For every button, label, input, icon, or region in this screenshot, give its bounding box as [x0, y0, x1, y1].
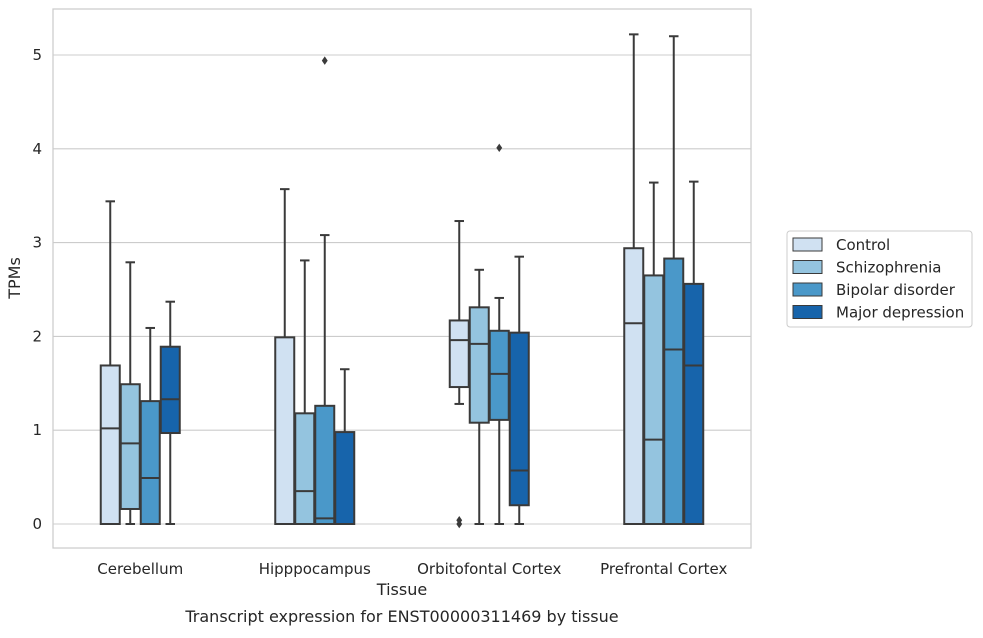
x-tick-label: Orbitofontal Cortex	[417, 560, 561, 578]
box	[159, 345, 181, 435]
box-group	[488, 143, 510, 525]
y-tick-label: 4	[32, 140, 42, 158]
legend-label: Control	[836, 236, 890, 254]
y-tick-label: 1	[32, 421, 42, 439]
x-tick-label: Hipppocampus	[259, 560, 371, 578]
box	[448, 319, 470, 389]
box-group	[294, 259, 316, 526]
box-group	[643, 181, 665, 525]
box-group	[683, 180, 705, 526]
legend-label: Major depression	[836, 304, 964, 322]
box-group	[623, 33, 645, 525]
legend-label: Schizophrenia	[836, 259, 941, 277]
legend-swatch	[792, 237, 823, 252]
outlier-point	[496, 143, 503, 153]
outlier-point	[456, 516, 463, 525]
y-tick-labels: 0 1 2 3 4 5	[32, 46, 42, 533]
y-tick-label: 3	[32, 234, 42, 252]
box	[294, 412, 316, 526]
box	[683, 282, 705, 526]
box-group	[119, 261, 141, 525]
box-group	[448, 220, 470, 529]
y-tick-label: 5	[32, 46, 42, 64]
x-axis-label: Tissue	[376, 580, 427, 599]
legend-label: Bipolar disorder	[836, 281, 956, 299]
box	[508, 331, 530, 507]
box-group	[99, 200, 121, 525]
legend-swatch	[792, 305, 823, 319]
x-tick-label: Cerebellum	[97, 560, 183, 578]
box-group	[139, 326, 161, 526]
legend: Control Schizophrenia Bipolar disorder Majo…	[786, 230, 973, 328]
box	[119, 383, 141, 510]
box	[488, 329, 510, 421]
chart-caption: Transcript expression for ENST0000031146…	[184, 607, 618, 626]
box	[274, 336, 296, 526]
box-group	[314, 56, 336, 526]
box	[663, 257, 685, 525]
x-tick-labels: Cerebellum Hipppocampus Orbitofontal Corte…	[97, 560, 727, 578]
y-tick-label: 2	[32, 327, 42, 345]
legend-swatch	[792, 282, 823, 297]
box	[623, 247, 645, 525]
legend-swatch	[792, 260, 823, 274]
y-axis-label: TPMs	[5, 257, 24, 300]
box-group	[159, 300, 181, 525]
legend-items: Control Schizophrenia Bipolar disorder Majo…	[792, 236, 964, 322]
legend-frame	[786, 230, 973, 328]
box	[468, 306, 490, 424]
box-group	[508, 255, 530, 525]
box-group	[663, 35, 685, 525]
box-group	[334, 368, 356, 525]
box	[643, 274, 665, 525]
outlier-point	[321, 56, 328, 65]
box-group	[468, 268, 490, 525]
plot-frame	[52, 8, 752, 549]
box	[314, 404, 336, 526]
box-group	[274, 188, 296, 526]
boxes-layer	[99, 33, 705, 529]
y-tick-label: 0	[32, 515, 42, 533]
box	[99, 364, 121, 525]
box	[334, 431, 356, 525]
x-tick-label: Prefrontal Cortex	[600, 560, 727, 578]
box	[139, 400, 161, 526]
